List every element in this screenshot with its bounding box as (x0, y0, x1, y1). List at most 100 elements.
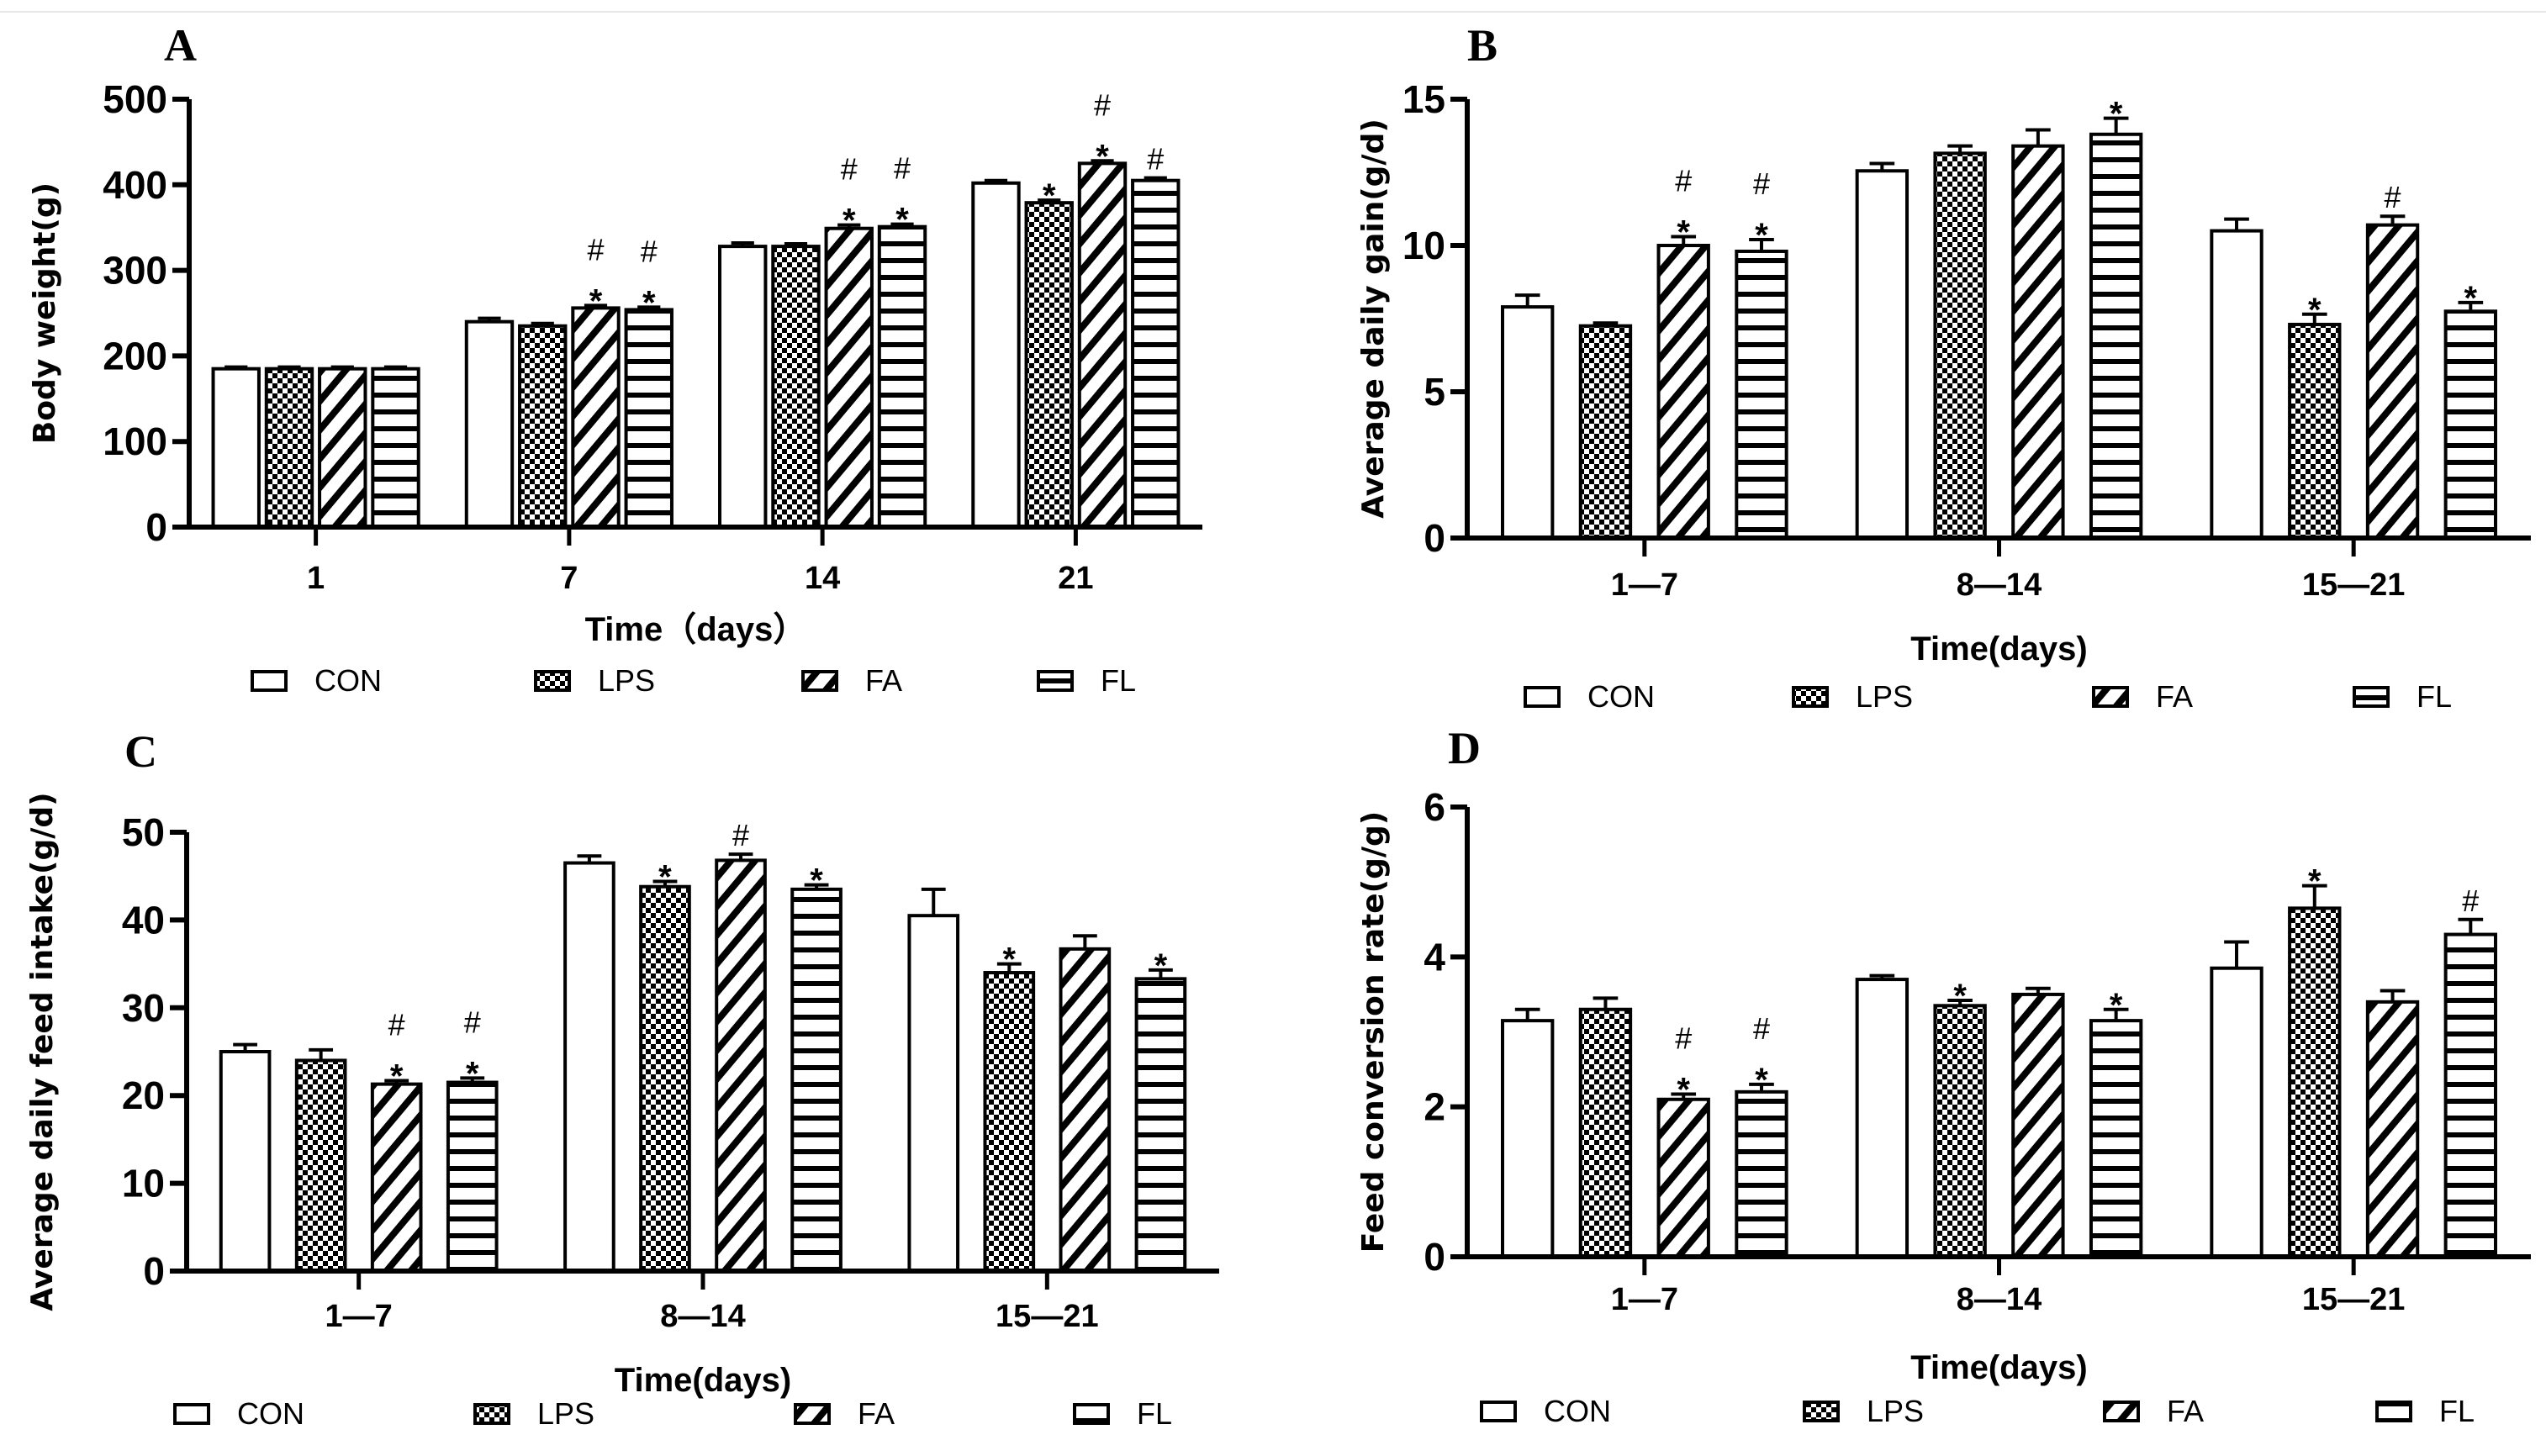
legend-swatch-fa (2103, 1401, 2140, 1422)
bar-fl (877, 224, 927, 529)
panel-a: A 0 100 200 300 400 500 Body weight(g) 1 * # * #7 * # *… (28, 20, 1202, 698)
significance-hash: # (464, 1005, 481, 1039)
y-tick-label: 50 (122, 810, 165, 854)
y-axis-title: Average daily feed intake(g/d) (25, 792, 60, 1311)
significance-star: * (642, 284, 656, 321)
bar-fl (2089, 1019, 2143, 1258)
bar-fa (824, 226, 874, 529)
significance-hash: # (732, 818, 749, 852)
bar-fa (370, 1082, 423, 1274)
significance-star: * (2308, 863, 2322, 900)
y-tick-label: 100 (103, 419, 167, 463)
bar-fl (624, 308, 673, 529)
significance-star: * (1953, 978, 1967, 1015)
bar-lps (1933, 151, 1987, 540)
significance-star: * (1755, 1062, 1768, 1099)
y-tick-label: 2 (1424, 1085, 1445, 1129)
bar-lps (2288, 322, 2342, 540)
legend-swatch-fl (2375, 1401, 2412, 1422)
significance-star: * (1755, 217, 1768, 254)
significance-star: * (1003, 942, 1017, 979)
x-axis-title: Time(days) (615, 1362, 791, 1399)
bar-fl (2089, 132, 2143, 540)
bar-lps (983, 971, 1036, 1274)
bar-lps (294, 1058, 347, 1273)
significance-hash: # (1675, 1021, 1692, 1056)
significance-hash: # (894, 151, 911, 186)
legend-swatch-fa (794, 1403, 831, 1425)
significance-star: * (2110, 96, 2123, 133)
bar-lps (771, 245, 821, 529)
bar-fl (1131, 178, 1181, 530)
legend-swatch-con (1524, 686, 1561, 708)
bar-con (971, 181, 1021, 529)
significance-hash: # (2385, 180, 2401, 214)
significance-star: * (466, 1055, 479, 1092)
legend-swatch-fa (801, 670, 838, 692)
y-tick-label: 6 (1424, 785, 1445, 829)
x-tick-label: 8—14 (1957, 567, 2042, 603)
legend-label-con: CON (237, 1396, 304, 1431)
bar-con (563, 861, 615, 1274)
bar-con (211, 367, 261, 530)
bar-lps (1024, 201, 1074, 529)
significance-star: * (1677, 1072, 1690, 1109)
bar-lps (1933, 1004, 1987, 1258)
y-tick-label: 0 (1424, 1235, 1445, 1279)
legend-label-fa: FA (865, 663, 902, 698)
y-tick-label: 5 (1424, 370, 1445, 414)
legend-swatch-fl (1073, 1403, 1110, 1425)
bar-con (1855, 169, 1910, 540)
y-tick-label: 0 (1424, 516, 1445, 560)
bar-fa (2365, 1000, 2420, 1259)
legend-label-fa: FA (2156, 679, 2193, 714)
y-tick-label: 20 (122, 1074, 165, 1117)
x-axis-title: Time(days) (1910, 1349, 2087, 1386)
legend-swatch-lps (473, 1403, 510, 1425)
bar-con (219, 1050, 272, 1273)
legend-swatch-fa (2092, 686, 2129, 708)
legend-swatch-fl (1037, 670, 1074, 692)
significance-star: * (895, 202, 909, 239)
bar-lps (2288, 906, 2342, 1258)
y-tick-label: 4 (1424, 935, 1445, 979)
bar-con (2210, 229, 2263, 540)
y-axis-title: Feed conversion rate(g/g) (1356, 811, 1391, 1253)
legend-label-con: CON (1587, 679, 1655, 714)
panel-d: D 0 2 4 6 Feed conversion rate(g/g) * # * #1—7 * * 8… (1356, 723, 2531, 1428)
legend-swatch-lps (1792, 686, 1829, 708)
x-tick-label: 21 (1058, 561, 1093, 596)
legend-label-fl: FL (1101, 663, 1136, 698)
bar-fa (318, 367, 367, 530)
bar-con (2210, 966, 2263, 1259)
bar-fl (1134, 977, 1187, 1274)
significance-star: * (658, 858, 672, 895)
bar-fa (2011, 992, 2065, 1258)
x-tick-label: 1—7 (1611, 1282, 1678, 1317)
x-tick-label: 15—21 (2302, 1282, 2406, 1317)
panel-letter: A (164, 20, 197, 71)
legend-swatch-fl (2353, 686, 2390, 708)
panel-c: C 0 10 20 30 40 50 Average daily feed intake(g/… (25, 726, 1219, 1431)
panel-letter: D (1448, 723, 1481, 773)
significance-hash: # (388, 1007, 405, 1042)
significance-hash: # (1094, 87, 1111, 122)
y-tick-label: 0 (145, 505, 167, 549)
x-tick-label: 14 (805, 561, 840, 596)
legend-swatch-lps (534, 670, 571, 692)
significance-hash: # (1753, 166, 1770, 201)
bar-fa (1059, 947, 1112, 1274)
x-tick-label: 1—7 (1611, 567, 1678, 603)
x-tick-label: 15—21 (996, 1299, 1099, 1334)
legend-swatch-con (173, 1403, 210, 1425)
legend-label-con: CON (314, 663, 382, 698)
y-tick-label: 10 (122, 1162, 165, 1205)
y-tick-label: 300 (103, 249, 167, 293)
legend-label-fa: FA (858, 1396, 895, 1431)
significance-star: * (2464, 280, 2478, 317)
bar-con (464, 319, 515, 529)
bar-fa (1077, 161, 1128, 529)
bar-fl (371, 367, 420, 530)
legend-swatch-con (251, 670, 288, 692)
